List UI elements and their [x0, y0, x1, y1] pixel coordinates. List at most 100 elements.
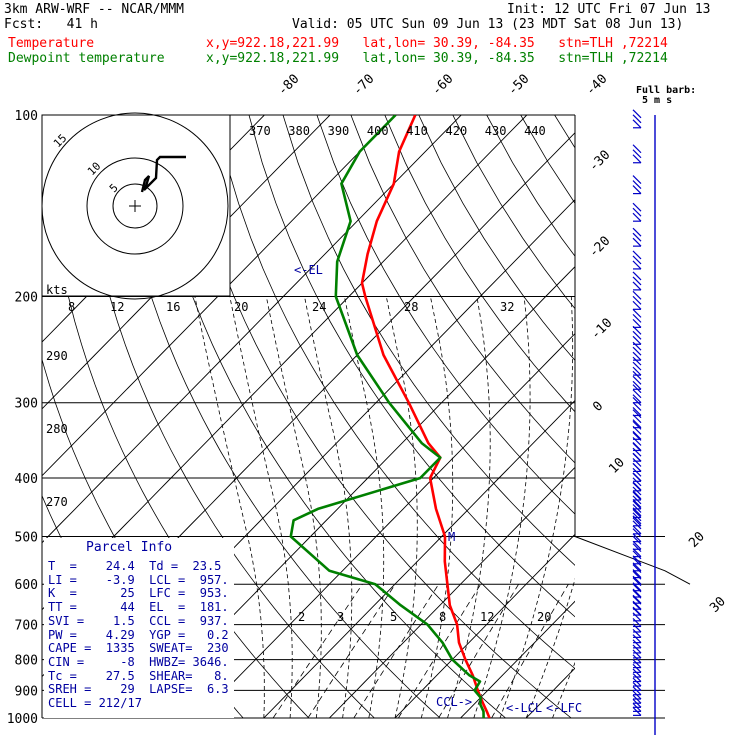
wind-barb [632, 644, 642, 654]
speed-scale-label: 24 [312, 300, 326, 314]
pressure-label: 200 [15, 291, 38, 306]
wind-barb [632, 452, 642, 462]
dry-adiabat-line [146, 115, 506, 718]
wind-barb [632, 677, 642, 687]
speed-scale-label: 8 [68, 300, 75, 314]
mixing-ratio-line [307, 583, 396, 718]
dry-adiabat-line [180, 115, 572, 718]
wind-barb [632, 442, 642, 452]
wind-barb [632, 589, 642, 599]
wind-barb [632, 583, 642, 593]
dry-adiabat-line [690, 115, 740, 718]
mixing-ratio-label: 20 [537, 610, 551, 624]
wind-barb [632, 414, 642, 424]
moist-adiabat-line [265, 296, 322, 718]
isotherm-line [394, 533, 575, 718]
temperature-tick-label: -10 [588, 316, 615, 343]
wind-barb [632, 639, 642, 649]
forecast-hour: Fcst: 41 h [4, 17, 98, 32]
wind-barb [632, 668, 642, 678]
temperature-tick-label: 20 [686, 529, 708, 551]
mixing-ratio-label: 8 [439, 610, 446, 624]
wind-barb [632, 420, 642, 430]
pressure-label: 100 [15, 109, 38, 124]
wind-barb [632, 432, 642, 441]
wind-barb [632, 271, 642, 281]
parcel-info-row: PW = 4.29 YGP = 0.2 [48, 627, 229, 642]
parcel-info-panel: Parcel Info T = 24.4 Td = 23.5 LI = -3.9 … [44, 538, 234, 718]
dewpoint-trace [289, 115, 485, 718]
wind-barb [632, 564, 642, 574]
speed-scale-label: 28 [404, 300, 418, 314]
wind-barb [632, 467, 642, 477]
wind-barb [632, 569, 642, 579]
pressure-label: 600 [15, 578, 38, 593]
wind-barb [632, 154, 642, 164]
parcel-info-row: CAPE = 1335 SWEAT= 230 [48, 641, 229, 656]
wind-barb [632, 351, 642, 361]
wind-barb [632, 477, 642, 487]
lcl-annotation: <-LCL [506, 701, 542, 715]
parcel-info-row: Tc = 27.5 SHEAR= 8. [48, 668, 229, 683]
sounding-traces [289, 115, 491, 718]
isotherm-line [197, 332, 575, 718]
wind-barb [632, 425, 642, 435]
mixing-ratio-line [491, 583, 569, 718]
wind-barb [632, 557, 642, 567]
dry-adiabat-line [214, 115, 575, 670]
wind-barb [632, 457, 642, 467]
wind-barb [632, 582, 642, 592]
wind-barb [632, 232, 642, 242]
wind-barb [632, 649, 642, 659]
speed-scale-label: 32 [500, 300, 514, 314]
mixing-ratio-line [353, 583, 440, 718]
isotherm-line [657, 115, 740, 718]
wind-barb [632, 491, 642, 501]
init-time: Init: 12 UTC Fri 07 Jun 13 [507, 2, 711, 17]
el-annotation: <-EL [294, 263, 323, 277]
moist-adiabat-line [447, 296, 491, 718]
wind-barb [632, 397, 642, 406]
moist-adiabat-line [304, 296, 353, 718]
wind-barb [632, 495, 642, 505]
wind-barb [632, 570, 642, 580]
temperature-tick-label: -30 [586, 148, 613, 175]
wind-barb [632, 295, 642, 305]
wind-barb [632, 356, 642, 366]
wind-barb [632, 654, 642, 664]
wind-barb [632, 499, 642, 508]
wind-barb [632, 341, 642, 351]
wind-barb [632, 525, 642, 535]
wind-barb [632, 535, 642, 545]
thetae-label: 290 [46, 349, 68, 363]
wind-barb [632, 600, 642, 610]
temperature-tick-label: -20 [586, 234, 613, 261]
wind-barb [632, 430, 642, 440]
dry-adiabat-line [248, 115, 575, 618]
theta-label: 370 [249, 124, 271, 138]
dewpoint-legend: Dewpoint temperature [8, 51, 165, 66]
parcel-info-row: TT = 44 EL = 181. [48, 600, 229, 615]
wind-barb [632, 595, 642, 605]
wind-barb [632, 540, 642, 550]
pressure-label: 400 [15, 472, 38, 487]
pressure-label: 300 [15, 397, 38, 412]
wind-barb [632, 260, 642, 270]
wind-barb [632, 389, 642, 399]
wind-barb [632, 517, 642, 527]
speed-scale-label: 12 [110, 300, 124, 314]
isotherm-line [42, 115, 396, 477]
wind-barb [632, 543, 642, 553]
wind-barb [632, 375, 642, 385]
wind-barb [632, 119, 642, 129]
wind-barb [632, 601, 642, 611]
wind-barb [632, 114, 642, 124]
wind-barb [632, 207, 642, 217]
mixing-ratio-label: 12 [480, 610, 494, 624]
wind-barb [632, 515, 642, 525]
pressure-label: 800 [15, 654, 38, 669]
mixing-ratio-label: 2 [298, 610, 305, 624]
wind-barb [632, 308, 642, 318]
